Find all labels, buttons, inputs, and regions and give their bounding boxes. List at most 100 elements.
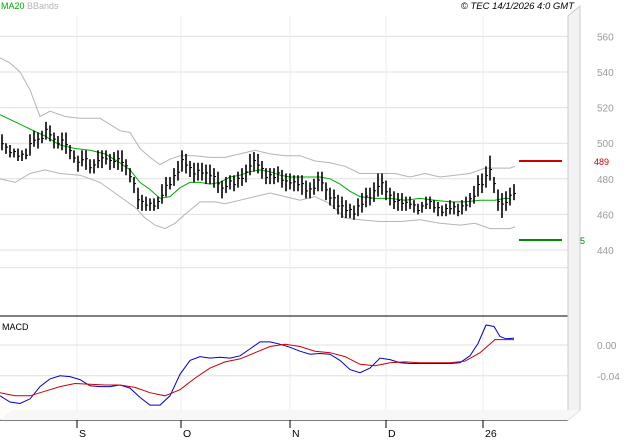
price-bar xyxy=(101,150,104,169)
price-bar xyxy=(501,193,504,218)
price-axis-tick: 460 xyxy=(597,210,614,221)
price-bar xyxy=(173,168,176,186)
price-bar xyxy=(145,196,148,211)
price-bar xyxy=(269,168,272,185)
price-bar xyxy=(453,201,456,215)
price-bar xyxy=(481,173,484,194)
axis-bevel-bottom xyxy=(0,410,580,420)
time-tick-label: O xyxy=(183,428,191,440)
price-bar xyxy=(229,175,232,190)
price-bar xyxy=(37,132,40,149)
ma20-line-group xyxy=(0,114,510,203)
legend-bbands: BBands xyxy=(27,1,59,11)
price-bar xyxy=(461,200,464,215)
price-bar xyxy=(209,164,212,185)
price-bar xyxy=(317,171,320,192)
price-bar xyxy=(465,196,468,211)
price-axis-tick: 520 xyxy=(597,104,614,115)
price-bar xyxy=(445,203,448,217)
price-bar xyxy=(325,182,328,201)
price-bar xyxy=(345,200,348,218)
price-bar xyxy=(413,200,416,213)
price-bar xyxy=(217,171,220,194)
price-bar xyxy=(245,164,248,183)
macd-lines xyxy=(0,324,515,406)
time-tick-label: 26 xyxy=(485,428,497,440)
price-bar xyxy=(17,148,20,161)
price-bar xyxy=(177,161,180,181)
price-bar xyxy=(81,150,84,167)
price-bar xyxy=(69,144,72,160)
price-bar xyxy=(393,191,396,210)
price-bar xyxy=(189,161,192,178)
price-axis-tick: 540 xyxy=(597,68,614,79)
price-bar xyxy=(449,200,452,215)
price-bar xyxy=(129,168,132,183)
price-axis-tick: 480 xyxy=(597,175,614,186)
price-bar xyxy=(221,180,224,199)
price-bar xyxy=(377,173,380,197)
price-bar xyxy=(389,187,392,206)
price-bar xyxy=(41,130,44,144)
price-bar xyxy=(349,203,352,218)
macd-line xyxy=(0,324,515,406)
time-tick-label: S xyxy=(79,428,86,440)
price-axis-tick: 440 xyxy=(597,246,614,257)
price-bar xyxy=(97,150,100,169)
price-bar xyxy=(205,164,208,185)
price-bar xyxy=(441,205,444,217)
price-bar xyxy=(201,162,204,181)
price-bar xyxy=(353,205,356,220)
price-bar xyxy=(433,200,436,213)
price-bar xyxy=(289,173,292,190)
price-bar xyxy=(513,184,516,201)
price-bar xyxy=(193,162,196,183)
price-bar xyxy=(105,150,108,165)
price-bar xyxy=(261,161,264,179)
price-bar xyxy=(477,175,480,197)
signal-line xyxy=(0,339,514,397)
price-bar xyxy=(385,180,388,201)
price-bar xyxy=(141,194,144,211)
price-bar xyxy=(321,171,324,192)
bband-line xyxy=(0,57,516,178)
price-bar xyxy=(457,203,460,217)
price-bar xyxy=(109,153,112,170)
price-bar xyxy=(165,177,168,197)
price-bar xyxy=(277,166,280,183)
bband-line xyxy=(0,169,516,230)
price-bar xyxy=(485,166,488,188)
price-bar xyxy=(313,178,316,195)
price-bar xyxy=(373,182,376,202)
price-bar xyxy=(329,187,332,206)
price-axis-tick: 500 xyxy=(597,139,614,150)
price-bar xyxy=(333,189,336,210)
price-bar xyxy=(505,191,508,211)
price-bar xyxy=(253,152,256,172)
price-bar xyxy=(153,198,156,211)
price-bar xyxy=(181,150,184,172)
price-bar xyxy=(417,203,420,215)
price-bar xyxy=(185,153,188,174)
price-bar xyxy=(61,132,64,151)
copyright-text: © TEC 14/1/2026 4:0 GMT xyxy=(461,1,575,12)
price-bar xyxy=(137,187,140,210)
price-bar xyxy=(125,159,128,176)
price-bar xyxy=(509,187,512,206)
price-bar xyxy=(225,177,228,194)
price-axis-labels: 440 460 480 500 520 540 560 xyxy=(597,32,614,257)
price-bar xyxy=(157,196,160,210)
price-bar xyxy=(65,132,68,154)
price-bar xyxy=(57,136,60,149)
macd-title: MACD xyxy=(2,322,29,332)
price-bar xyxy=(53,132,56,149)
price-bar xyxy=(381,173,384,195)
price-bar xyxy=(497,189,500,211)
price-bar xyxy=(169,177,172,190)
price-bar xyxy=(89,159,92,174)
price-bar xyxy=(113,152,116,169)
price-bar xyxy=(437,201,440,217)
price-bar xyxy=(293,175,296,192)
price-bar xyxy=(273,168,276,185)
ma20-line xyxy=(0,114,510,203)
